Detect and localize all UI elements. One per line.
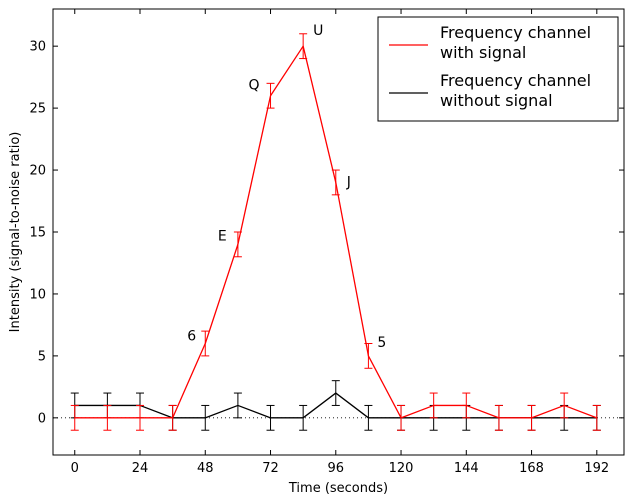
y-tick-label: 20 [29,164,46,179]
y-tick-label: 0 [38,411,46,426]
legend-box [377,16,619,122]
annotation-label: U [313,23,323,39]
legend-nosignal-line2: without signal [440,91,553,110]
ticks-layer: 0 24 48 72 96 120 144 168 192 0 5 10 15 20 25 30 [29,9,624,476]
y-tick-label: 25 [29,102,46,117]
y-tick-label: 10 [29,287,46,302]
legend-signal-line2: with signal [440,43,526,62]
x-tick-label: 0 [71,461,79,476]
x-tick-label: 192 [584,461,609,476]
x-tick-label: 24 [132,461,149,476]
annotations-layer: 6 E Q U J 5 [187,23,386,351]
annotation-label: E [218,228,227,244]
x-tick-label: 72 [262,461,279,476]
y-axis-label: Intensity (signal-to-noise ratio) [8,132,23,333]
annotation-label: 5 [377,335,386,351]
y-tick-label: 5 [38,349,46,364]
y-tick-label: 15 [29,226,46,241]
x-axis-label: Time (seconds) [288,481,388,496]
series-layer [70,33,601,431]
annotation-label: J [346,174,351,190]
legend: Frequency channel with signal Frequency … [377,16,619,122]
legend-nosignal-line1: Frequency channel [440,71,591,90]
annotation-label: Q [249,78,260,94]
x-tick-label: 96 [328,461,345,476]
x-tick-label: 168 [519,461,544,476]
series-0 [70,33,601,431]
annotation-label: 6 [187,329,196,345]
x-tick-label: 48 [197,461,214,476]
x-tick-label: 120 [389,461,414,476]
y-tick-label: 30 [29,40,46,55]
x-tick-label: 144 [454,461,479,476]
legend-signal-line1: Frequency channel [440,23,591,42]
